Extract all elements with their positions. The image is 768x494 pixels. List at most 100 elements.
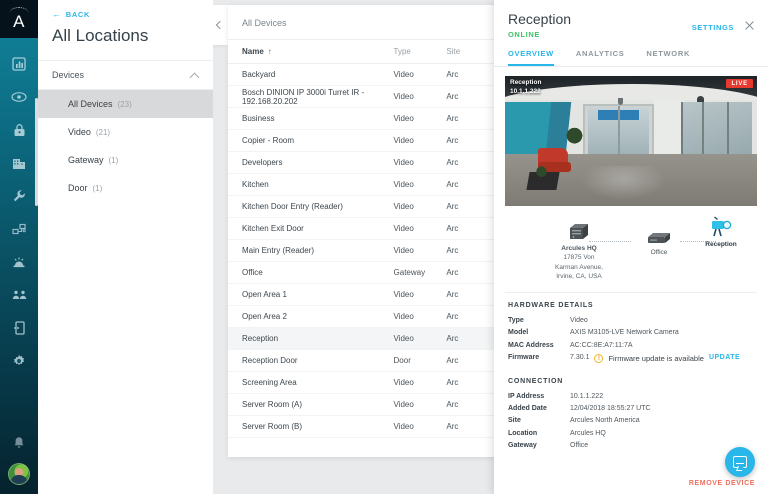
status-badge: ONLINE (508, 30, 540, 39)
table-row[interactable]: Server Room (B) Video Arc (228, 416, 500, 438)
gear-icon[interactable] (8, 351, 30, 371)
tab-overview[interactable]: OVERVIEW (508, 49, 554, 66)
alarm-icon[interactable] (8, 252, 30, 272)
locations-panel: ← BACK All Locations Devices All Devices… (38, 0, 213, 494)
table-row[interactable]: Copier - Room Video Arc (228, 130, 500, 152)
table-row[interactable]: Reception Video Arc (228, 328, 500, 350)
connection-value: Office (570, 441, 589, 449)
cell-type: Door (393, 356, 411, 365)
door-icon[interactable] (8, 318, 30, 338)
connection-key: Gateway (508, 441, 537, 449)
cell-type: Video (393, 224, 414, 233)
hardware-key: MAC Address (508, 341, 554, 349)
people-icon[interactable] (8, 285, 30, 305)
topology-node-gateway[interactable]: Office (633, 224, 685, 257)
cell-type: Video (393, 180, 414, 189)
back-link[interactable]: ← BACK (52, 10, 199, 20)
firmware-version: 7.30.1 (570, 354, 590, 362)
cell-type: Video (393, 136, 414, 145)
table-row[interactable]: Server Room (A) Video Arc (228, 394, 500, 416)
eye-icon[interactable] (8, 87, 30, 107)
cell-site: Arc (446, 312, 459, 321)
table-row[interactable]: Main Entry (Reader) Video Arc (228, 240, 500, 262)
column-header-site[interactable]: Site (446, 47, 461, 56)
topology-link-2 (680, 241, 716, 242)
table-row[interactable]: Reception Door Door Arc (228, 350, 500, 372)
close-icon[interactable] (744, 20, 755, 31)
network-topology-diagram: Arcules HQ 17875 Von Karman Avenue, Irvi… (505, 216, 757, 288)
wrench-icon[interactable] (8, 186, 30, 206)
cell-site: Arc (446, 92, 459, 101)
table-row[interactable]: Business Video Arc (228, 108, 500, 130)
settings-link[interactable]: SETTINGS (691, 23, 734, 32)
live-video-player[interactable]: Reception 10.1.1.222 LIVE (505, 76, 757, 206)
dashboard-icon[interactable] (8, 54, 30, 74)
app-logo[interactable]: A (0, 0, 38, 38)
remove-device-button[interactable]: REMOVE DEVICE (688, 480, 755, 487)
cell-type: Video (393, 378, 414, 387)
table-row[interactable]: Open Area 1 Video Arc (228, 284, 500, 306)
cell-name: Kitchen Exit Door (242, 224, 304, 233)
topology-node-camera[interactable]: Reception (691, 216, 751, 249)
cell-site: Arc (446, 422, 459, 431)
firmware-warning-text: Firmware update is available (608, 353, 704, 363)
chat-support-button[interactable] (725, 447, 755, 477)
sidebar-item-count: (1) (92, 184, 103, 193)
collapse-panel-button[interactable] (209, 5, 228, 45)
firmware-update-button[interactable]: UPDATE (708, 354, 741, 362)
detail-header: Reception ONLINE SETTINGS (494, 0, 768, 39)
cell-site: Arc (446, 136, 459, 145)
cell-name: Open Area 2 (242, 312, 287, 321)
video-overlay-name: Reception (510, 79, 542, 86)
table-row[interactable]: Kitchen Door Entry (Reader) Video Arc (228, 196, 500, 218)
sort-ascending-icon: ↑ (267, 47, 272, 56)
sidebar-item-all-devices[interactable]: All Devices (23) (38, 90, 213, 118)
topology-node-site[interactable]: Arcules HQ 17875 Von Karman Avenue, Irvi… (541, 220, 617, 282)
devices-icon[interactable] (8, 219, 30, 239)
table-row[interactable]: Open Area 2 Video Arc (228, 306, 500, 328)
sidebar-item-label: All Devices (68, 99, 113, 109)
table-row[interactable]: Office Gateway Arc (228, 262, 500, 284)
topology-node-site-address-line3: Irvine, CA, USA (556, 273, 602, 281)
tab-analytics[interactable]: ANALYTICS (575, 49, 625, 58)
table-row[interactable]: Screening Area Video Arc (228, 372, 500, 394)
devices-filter-list: All Devices (23) Video (21) Gateway (1) … (38, 90, 213, 202)
connection-key: Location (508, 429, 538, 437)
bell-icon[interactable] (8, 432, 30, 452)
table-row[interactable]: Bosch DINION IP 3000i Turret IR - 192.16… (228, 86, 500, 108)
column-header-name[interactable]: Name ↑ (242, 47, 394, 56)
cell-name: Bosch DINION IP 3000i Turret IR - 192.16… (242, 87, 365, 106)
column-header-type[interactable]: Type (393, 47, 411, 56)
connection-row-ip: IP Address 10.1.1.222 (508, 391, 754, 403)
connection-key: Added Date (508, 405, 547, 413)
video-overlay-text: Reception 10.1.1.222 (510, 79, 541, 97)
cell-type: Video (393, 158, 414, 167)
cell-type: Video (393, 290, 414, 299)
cell-type: Video (393, 70, 414, 79)
sidebar-item-gateway[interactable]: Gateway (1) (38, 146, 213, 174)
cell-name: Office (242, 268, 263, 277)
hardware-row-model: Model AXIS M3105-LVE Network Camera (508, 327, 754, 339)
column-header-name-label: Name (242, 47, 264, 56)
table-row[interactable]: Developers Video Arc (228, 152, 500, 174)
topology-divider (505, 292, 757, 293)
sidebar-item-count: (1) (108, 156, 119, 165)
connection-value: Arcules HQ (570, 429, 606, 437)
lock-icon[interactable] (8, 120, 30, 140)
table-row[interactable]: Kitchen Exit Door Video Arc (228, 218, 500, 240)
table-row[interactable]: Backyard Video Arc (228, 64, 500, 86)
connection-value: 10.1.1.222 (570, 392, 604, 400)
avatar[interactable] (8, 463, 30, 485)
locations-header: ← BACK All Locations (38, 0, 213, 60)
tab-network[interactable]: NETWORK (646, 49, 691, 58)
sidebar-item-video[interactable]: Video (21) (38, 118, 213, 146)
connection-row-location: Location Arcules HQ (508, 428, 754, 440)
devices-section-header[interactable]: Devices (38, 60, 213, 90)
sidebar-item-label: Video (68, 127, 91, 137)
rail-scrollbar[interactable] (35, 98, 38, 206)
sidebar-item-door[interactable]: Door (1) (38, 174, 213, 202)
cell-site: Arc (446, 158, 459, 167)
building-icon[interactable] (8, 153, 30, 173)
table-row[interactable]: Kitchen Video Arc (228, 174, 500, 196)
cell-name: Backyard (242, 70, 276, 79)
